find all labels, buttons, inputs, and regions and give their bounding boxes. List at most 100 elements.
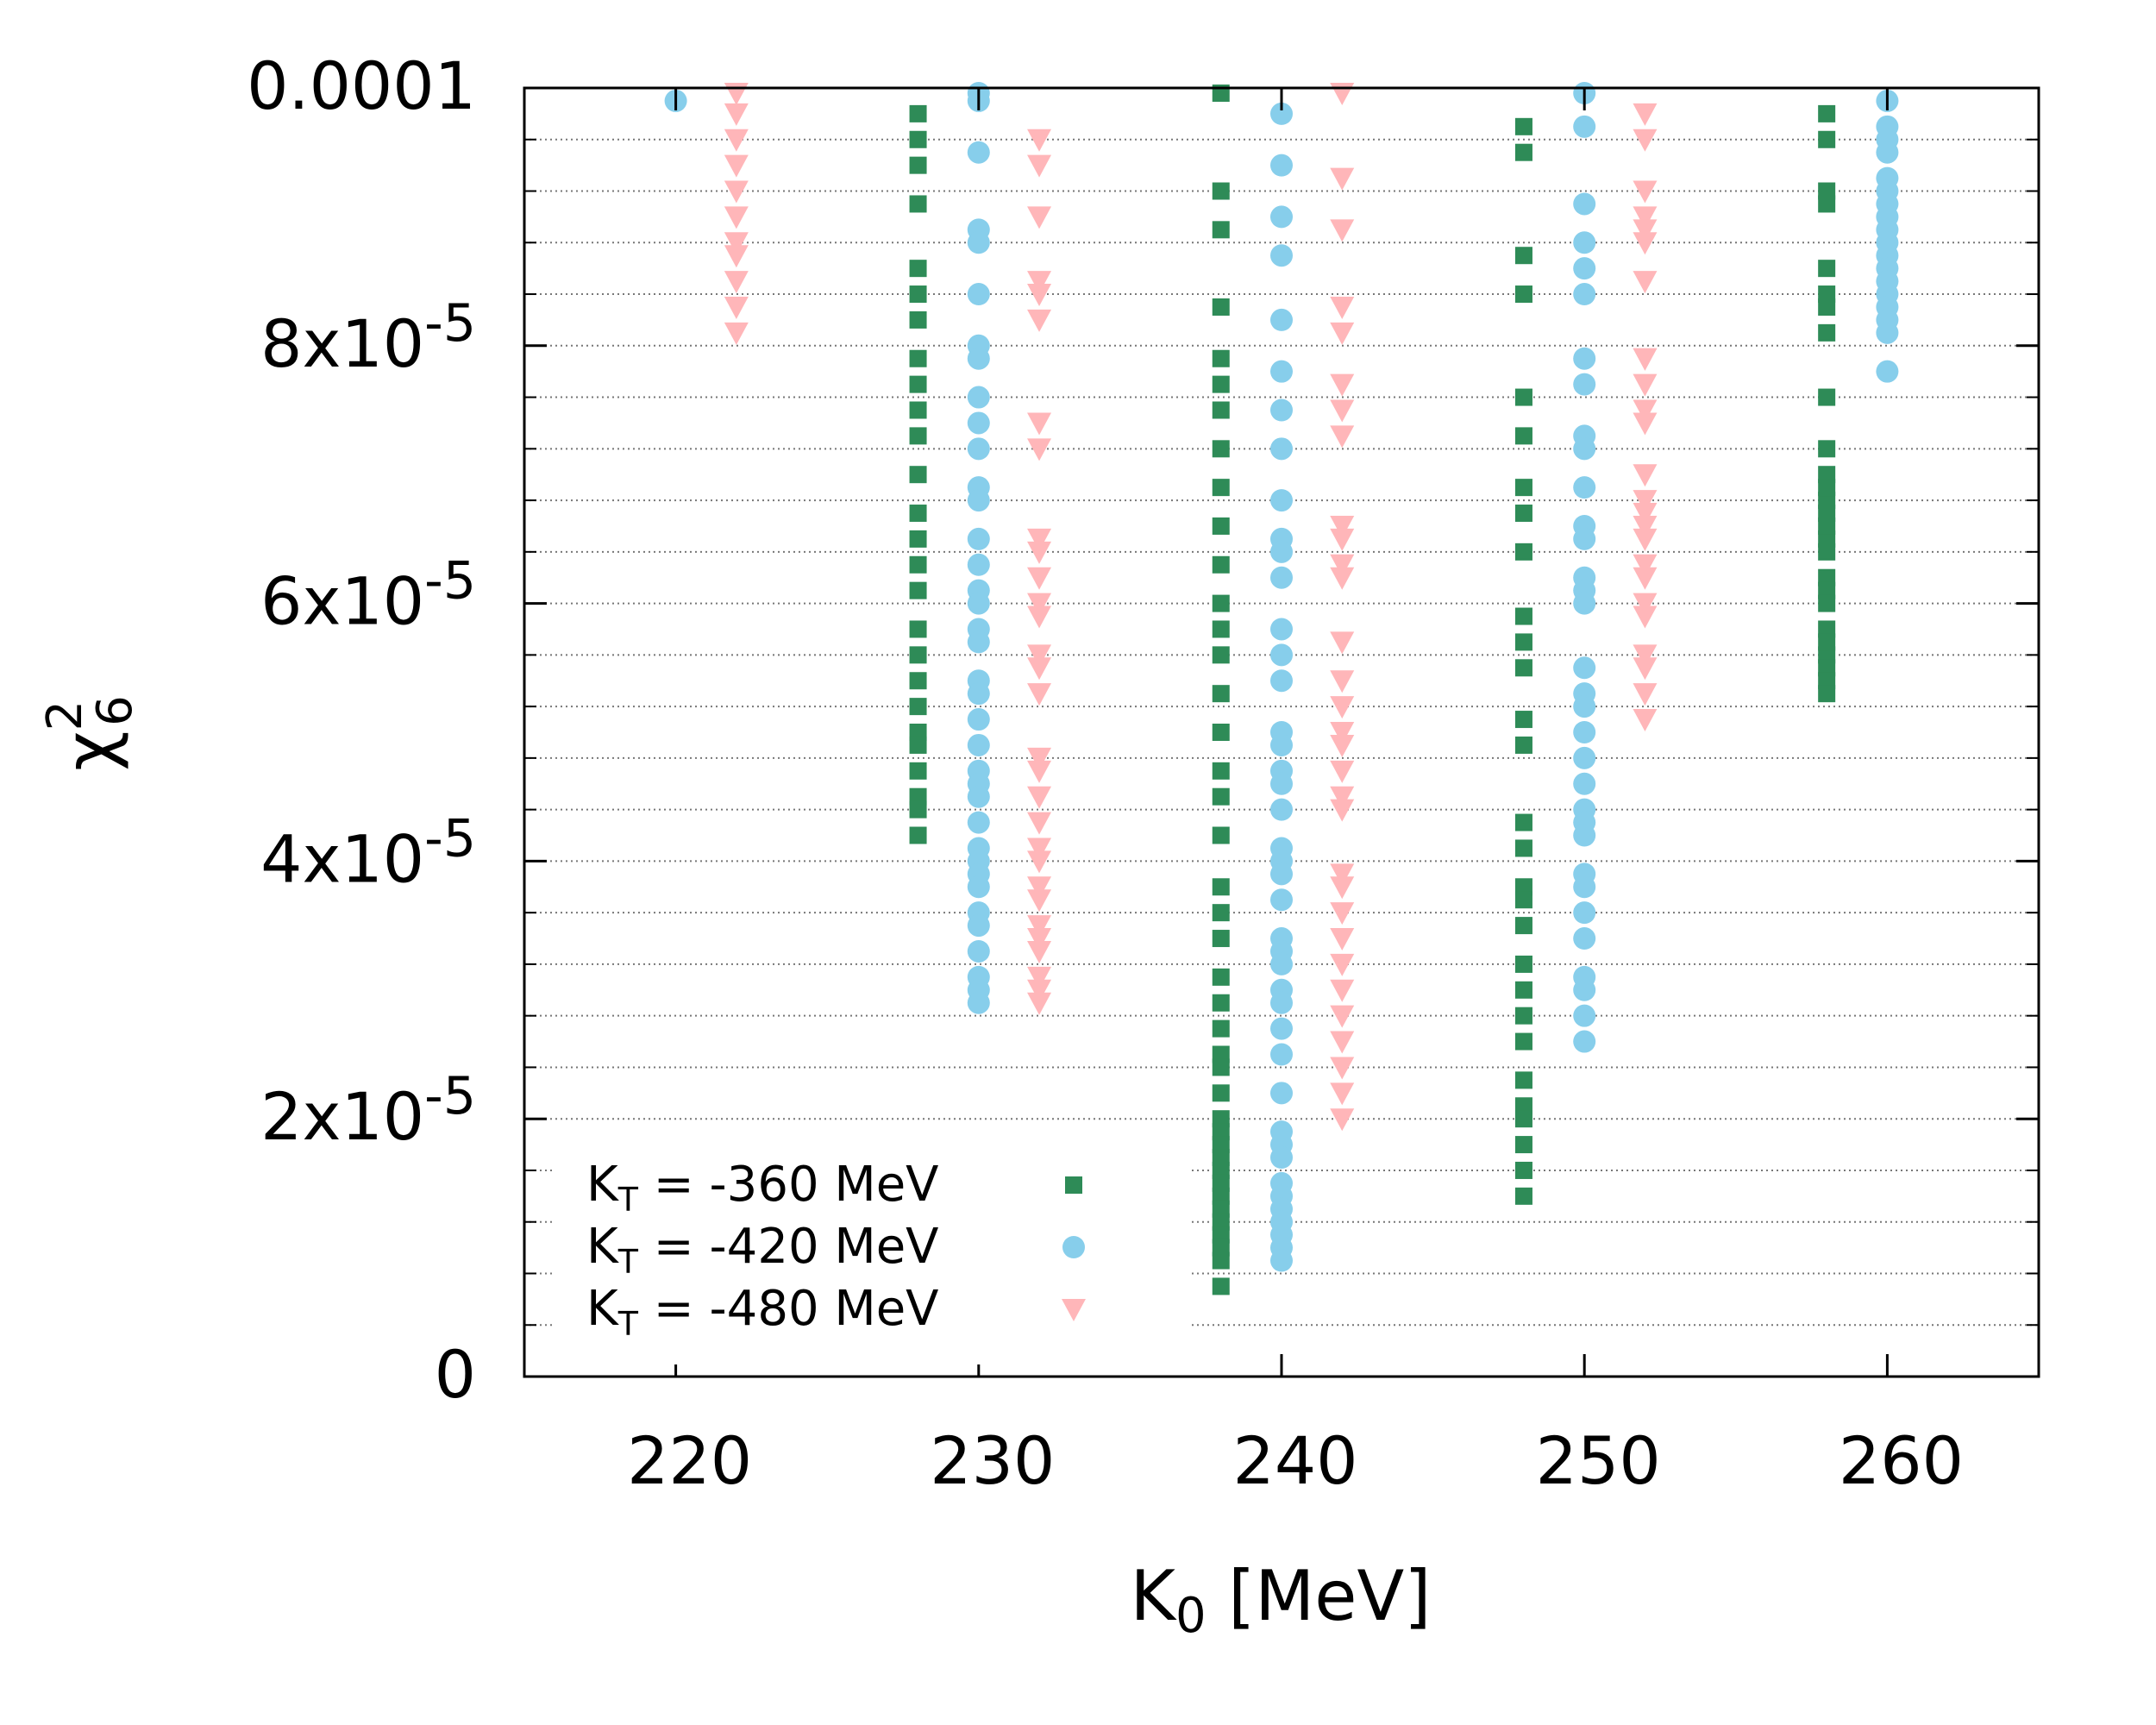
data-point: [1818, 543, 1836, 561]
data-point: [1212, 904, 1230, 922]
data-point: [1270, 1082, 1293, 1105]
data-point: [1330, 786, 1355, 809]
data-point: [1212, 787, 1230, 806]
data-point: [1270, 437, 1293, 461]
data-point: [1270, 489, 1293, 512]
data-point: [1633, 490, 1658, 513]
data-point: [1330, 1057, 1355, 1080]
data-point: [909, 555, 927, 574]
data-point: [1573, 721, 1596, 743]
data-point: [909, 156, 927, 174]
data-point: [1514, 1136, 1532, 1154]
data-point: [1514, 813, 1532, 831]
data-point: [1573, 592, 1596, 615]
legend-marker: [1062, 1236, 1085, 1258]
data-point: [1573, 772, 1596, 795]
data-point: [1270, 360, 1293, 383]
data-point: [909, 530, 927, 548]
data-point: [1633, 464, 1658, 487]
data-point: [909, 581, 927, 599]
data-point: [1573, 283, 1596, 306]
data-point: [1514, 1110, 1532, 1128]
data-point: [1330, 1005, 1355, 1028]
data-point: [1514, 839, 1532, 857]
data-point: [1212, 620, 1230, 638]
y-tick-label: 4x10-5: [260, 808, 476, 897]
data-point: [1633, 515, 1658, 538]
data-point: [1514, 543, 1532, 561]
data-point: [1027, 979, 1052, 1002]
data-point: [909, 195, 927, 213]
data-point: [1633, 683, 1658, 706]
data-point: [1212, 930, 1230, 948]
data-point: [1270, 669, 1293, 693]
data-point: [1633, 554, 1658, 577]
data-point: [909, 285, 927, 304]
data-point: [1514, 736, 1532, 754]
data-point: [1330, 322, 1355, 345]
data-point: [1027, 747, 1052, 770]
data-point: [1330, 863, 1355, 887]
y-axis-title: χ26: [37, 695, 143, 771]
data-point: [1818, 104, 1836, 122]
data-point: [1818, 594, 1836, 612]
data-point: [1270, 1017, 1293, 1040]
x-tick-label: 230: [930, 1422, 1055, 1499]
data-point: [1633, 103, 1658, 126]
data-point: [1270, 154, 1293, 177]
data-point: [1270, 205, 1293, 229]
data-point: [1633, 657, 1658, 681]
data-point: [1212, 221, 1230, 239]
data-point: [1027, 683, 1052, 706]
data-point: [1876, 141, 1899, 164]
data-point: [724, 232, 749, 255]
data-point: [1212, 1277, 1230, 1295]
data-point: [1633, 373, 1658, 397]
data-point: [724, 206, 749, 229]
data-point: [1514, 607, 1532, 625]
data-point: [909, 260, 927, 278]
data-point: [1212, 555, 1230, 574]
data-point: [1876, 360, 1899, 383]
data-point: [1633, 219, 1658, 242]
x-tick-label: 220: [627, 1422, 752, 1499]
data-point: [1818, 388, 1836, 406]
data-point: [967, 411, 990, 435]
data-point: [1633, 644, 1658, 668]
series-1: [909, 85, 1836, 1295]
data-point: [1330, 554, 1355, 577]
data-point: [1212, 826, 1230, 844]
data-point: [1514, 891, 1532, 909]
data-point: [909, 427, 927, 445]
data-point: [1633, 206, 1658, 229]
data-point: [1270, 643, 1293, 667]
data-point: [967, 875, 990, 899]
data-point: [909, 826, 927, 844]
data-point: [1573, 978, 1596, 1001]
series-3: [724, 83, 1658, 1132]
data-point: [1212, 182, 1230, 200]
data-point: [1027, 657, 1052, 681]
data-point: [1330, 1082, 1355, 1106]
data-point: [1270, 1043, 1293, 1066]
data-point: [1027, 644, 1052, 668]
legend-label: KT = -480 MeV: [586, 1281, 938, 1343]
series-2: [664, 82, 1899, 1272]
data-point: [909, 104, 927, 122]
data-point: [1027, 850, 1052, 874]
data-point: [1330, 373, 1355, 397]
data-point: [1027, 593, 1052, 616]
data-point: [967, 733, 990, 756]
data-point: [1330, 734, 1355, 757]
data-point: [1818, 517, 1836, 535]
data-point: [1330, 167, 1355, 191]
data-point: [1818, 685, 1836, 703]
data-point: [724, 271, 749, 294]
data-point: [1270, 798, 1293, 821]
data-point: [1573, 373, 1596, 396]
data-point: [1633, 129, 1658, 152]
data-point: [967, 347, 990, 370]
y-tick-label: 0.0001: [247, 47, 476, 124]
